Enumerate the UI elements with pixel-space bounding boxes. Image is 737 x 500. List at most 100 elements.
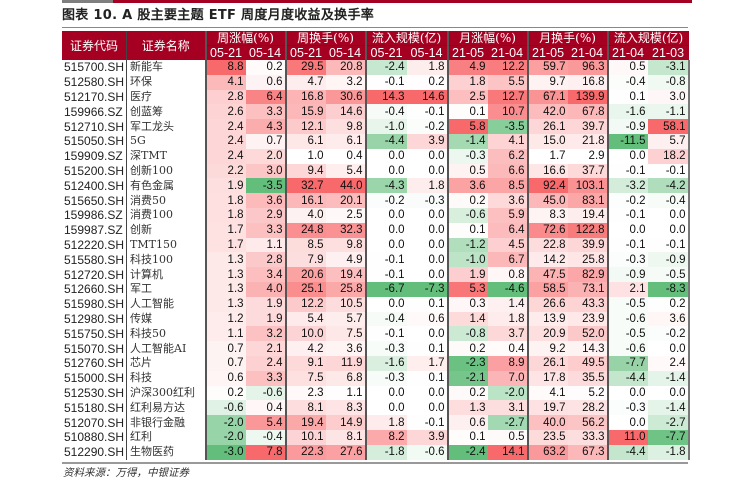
value-cell: 23.9 bbox=[567, 311, 608, 327]
etf-code: 515580.SH bbox=[64, 252, 125, 267]
value-cell: 3.7 bbox=[487, 326, 528, 342]
value-cell: -0.3 bbox=[406, 193, 448, 208]
header-group: 月换手(%) bbox=[526, 31, 608, 46]
value-cell: -0.4 bbox=[364, 104, 407, 120]
etf-code: 515180.SH bbox=[64, 400, 125, 415]
table-row: 515070.SH 人工智能AI 0.7 2.1 4.2 3.6 -0.3 0.1 0.2 0.4… bbox=[62, 341, 690, 356]
etf-code: 515650.SH bbox=[64, 193, 125, 208]
value-cell: 37.7 bbox=[567, 163, 608, 179]
etf-name: 科技 bbox=[126, 370, 206, 386]
value-cell: 12.1 bbox=[284, 119, 326, 134]
value-cell: 3.9 bbox=[406, 429, 448, 445]
value-cell: -0.1 bbox=[606, 237, 648, 253]
etf-code: 515000.SH bbox=[64, 371, 125, 386]
value-cell: -0.1 bbox=[406, 415, 448, 430]
value-cell: -0.4 bbox=[364, 311, 407, 327]
value-cell: 0.0 bbox=[364, 385, 407, 401]
value-cell: 2.3 bbox=[284, 385, 326, 401]
value-cell: 24.8 bbox=[284, 222, 326, 238]
etf-name: 科技100 bbox=[126, 252, 206, 268]
value-cell: 7.5 bbox=[284, 370, 326, 386]
table-row: 159987.SZ 创新 1.7 3.3 24.8 32.3 0.0 0.0 0.1 6.4 72.… bbox=[62, 222, 690, 238]
value-cell: 0.0 bbox=[406, 148, 448, 164]
etf-name: TMT150 bbox=[126, 237, 206, 253]
table-row: 515180.SH 红利易方达 -0.6 0.4 8.1 8.3 0.0 0.0 1.3 3.1 1… bbox=[62, 400, 690, 416]
value-cell: -1.8 bbox=[647, 444, 690, 460]
value-cell: -1.8 bbox=[364, 444, 407, 460]
value-cell: -3.1 bbox=[647, 60, 690, 75]
value-cell: 0.4 bbox=[245, 400, 286, 416]
value-cell: 49.5 bbox=[567, 355, 608, 371]
value-cell: 43.3 bbox=[567, 296, 608, 312]
value-cell: 1.3 bbox=[446, 400, 488, 416]
value-cell: 0.5 bbox=[606, 60, 648, 75]
value-cell: 0.0 bbox=[606, 148, 648, 164]
value-cell: -0.1 bbox=[647, 163, 690, 179]
header-date: 05-21 bbox=[204, 45, 246, 60]
value-cell: -0.3 bbox=[606, 400, 648, 416]
value-cell: 0.6 bbox=[406, 311, 448, 327]
etf-name: 新能车 bbox=[126, 60, 206, 75]
etf-code: 515980.SH bbox=[64, 297, 125, 312]
value-cell: 22.8 bbox=[526, 237, 568, 253]
table-row: 512660.SH 军工 1.3 4.0 25.1 25.8 -6.7 -7.3 5.3 -4.6… bbox=[62, 281, 690, 297]
etf-name: 军工 bbox=[126, 281, 206, 297]
value-cell: 2.9 bbox=[567, 148, 608, 164]
value-cell: 4.3 bbox=[245, 119, 286, 134]
table-row: 515000.SH 科技 0.6 3.3 7.5 6.8 -0.3 0.1 -2.1 7.0 17.… bbox=[62, 370, 690, 386]
value-cell: 6.1 bbox=[325, 133, 366, 149]
value-cell: 103.1 bbox=[567, 178, 608, 194]
value-cell: 0.2 bbox=[446, 341, 488, 356]
value-cell: 3.3 bbox=[245, 104, 286, 120]
value-cell: 1.4 bbox=[487, 296, 528, 312]
value-cell: 0.6 bbox=[245, 74, 286, 90]
value-cell: 0.0 bbox=[364, 237, 407, 253]
value-cell: 6.6 bbox=[487, 163, 528, 179]
value-cell: 30.6 bbox=[325, 89, 366, 105]
etf-name: 计算机 bbox=[126, 267, 206, 282]
header-date: 05-21 bbox=[364, 45, 407, 60]
value-cell: 26.1 bbox=[526, 355, 568, 371]
value-cell: 25.8 bbox=[567, 252, 608, 268]
header-date: 21-05 bbox=[446, 45, 488, 60]
value-cell: 15.0 bbox=[526, 133, 568, 149]
value-cell: 0.0 bbox=[406, 207, 448, 223]
table-row: 512710.SH 军工龙头 2.4 4.3 12.1 9.8 -1.0 -0.2 5.8 -3.… bbox=[62, 119, 690, 134]
table-row: 512170.SH 医疗 2.8 6.4 16.8 30.6 14.3 14.6 2.5 12.7… bbox=[62, 89, 690, 105]
value-cell: 6.2 bbox=[487, 148, 528, 164]
etf-name: 传媒 bbox=[126, 311, 206, 327]
value-cell: 0.2 bbox=[245, 60, 286, 75]
value-cell: 27.6 bbox=[325, 444, 366, 460]
value-cell: 3.0 bbox=[245, 163, 286, 179]
value-cell: 10.5 bbox=[325, 296, 366, 312]
value-cell: 5.8 bbox=[446, 119, 488, 134]
value-cell: 7.5 bbox=[325, 326, 366, 342]
table-row: 510880.SH 红利 -2.0 -0.4 10.1 8.1 8.2 3.9 0.1 0.5 23… bbox=[62, 429, 690, 445]
value-cell: 1.9 bbox=[446, 267, 488, 282]
value-cell: -2.0 bbox=[204, 429, 246, 445]
value-cell: 59.7 bbox=[526, 60, 568, 75]
etf-code: 515050.SH bbox=[64, 134, 125, 149]
value-cell: 0.2 bbox=[446, 193, 488, 208]
value-cell: 96.3 bbox=[567, 60, 608, 75]
value-cell: 7.0 bbox=[487, 370, 528, 386]
value-cell: 1.1 bbox=[245, 237, 286, 253]
value-cell: 8.5 bbox=[284, 237, 326, 253]
value-cell: 0.0 bbox=[406, 252, 448, 268]
value-cell: 40.0 bbox=[526, 415, 568, 430]
value-cell: 8.9 bbox=[487, 355, 528, 371]
value-cell: 1.3 bbox=[204, 252, 246, 268]
table-row: 515980.SH 人工智能 1.3 1.9 12.2 10.5 0.0 0.1 0.3 1.4 2… bbox=[62, 296, 690, 312]
value-cell: 0.0 bbox=[606, 415, 648, 430]
table-row: 512760.SH 芯片 0.7 2.4 9.1 11.9 -1.6 1.7 -2.3 8.9 26… bbox=[62, 355, 690, 371]
value-cell: -11.5 bbox=[606, 133, 648, 149]
header-date: 21-04 bbox=[487, 45, 528, 60]
value-cell: 0.0 bbox=[364, 163, 407, 179]
value-cell: 3.6 bbox=[487, 193, 528, 208]
value-cell: 3.2 bbox=[325, 74, 366, 90]
value-cell: 0.0 bbox=[647, 207, 690, 223]
value-cell: 4.9 bbox=[325, 252, 366, 268]
value-cell: 1.7 bbox=[526, 148, 568, 164]
value-cell: 7.9 bbox=[284, 252, 326, 268]
value-cell: 12.2 bbox=[487, 60, 528, 75]
